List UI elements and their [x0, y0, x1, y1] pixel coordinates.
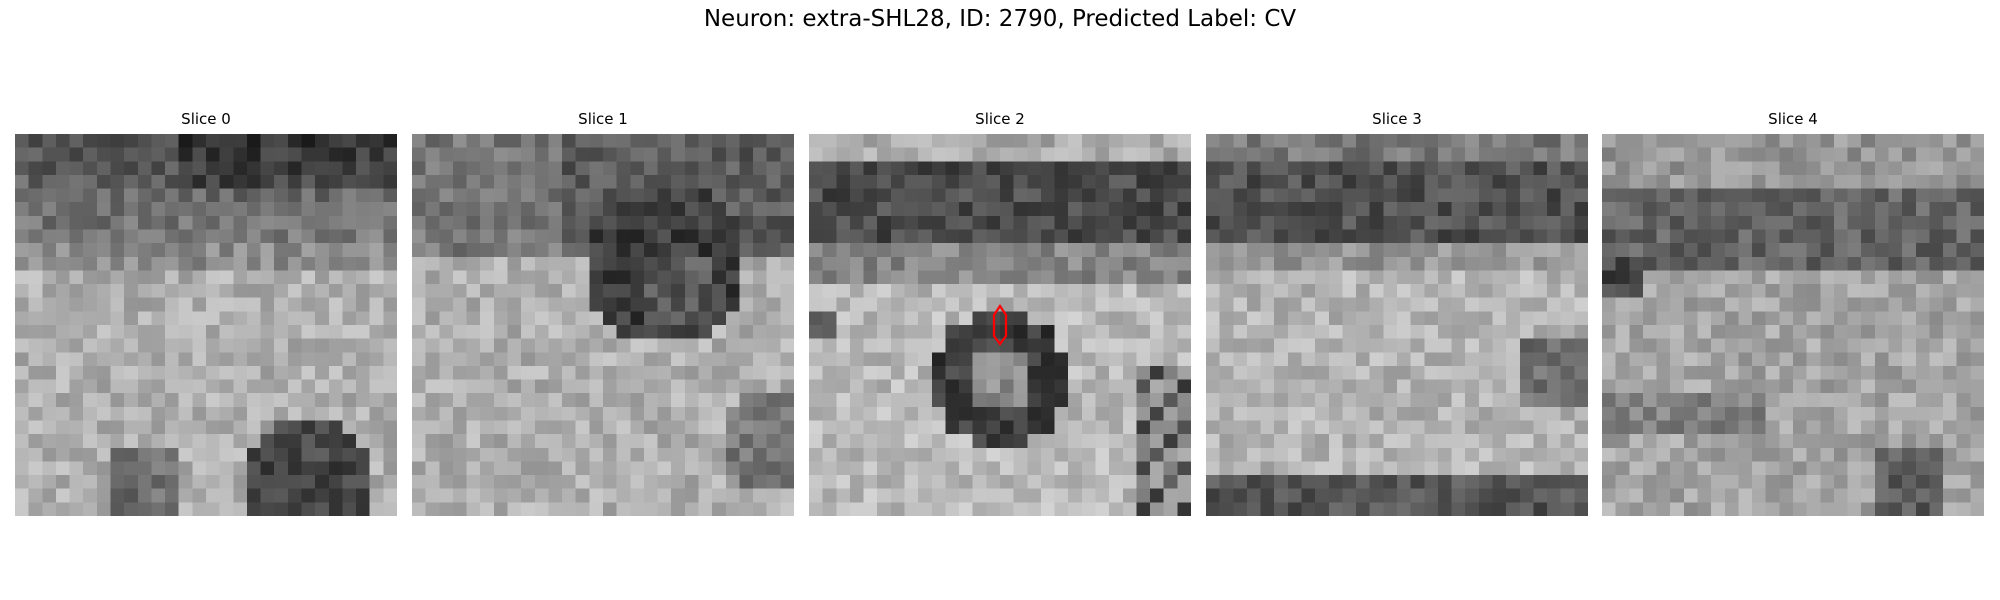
slice-2-title: Slice 2	[975, 110, 1025, 128]
slice-1-title: Slice 1	[578, 110, 628, 128]
slice-0-image	[15, 134, 397, 516]
slice-4-title: Slice 4	[1768, 110, 1818, 128]
slice-3-image	[1206, 134, 1588, 516]
slice-1-image	[412, 134, 794, 516]
slice-2-image	[809, 134, 1191, 516]
slice-3-title: Slice 3	[1372, 110, 1422, 128]
slice-4-image	[1602, 134, 1984, 516]
slice-0-title: Slice 0	[181, 110, 231, 128]
neuron-contour	[992, 304, 1008, 346]
figure-title: Neuron: extra-SHL28, ID: 2790, Predicted…	[703, 6, 1297, 32]
neuron-marker	[992, 304, 1008, 346]
